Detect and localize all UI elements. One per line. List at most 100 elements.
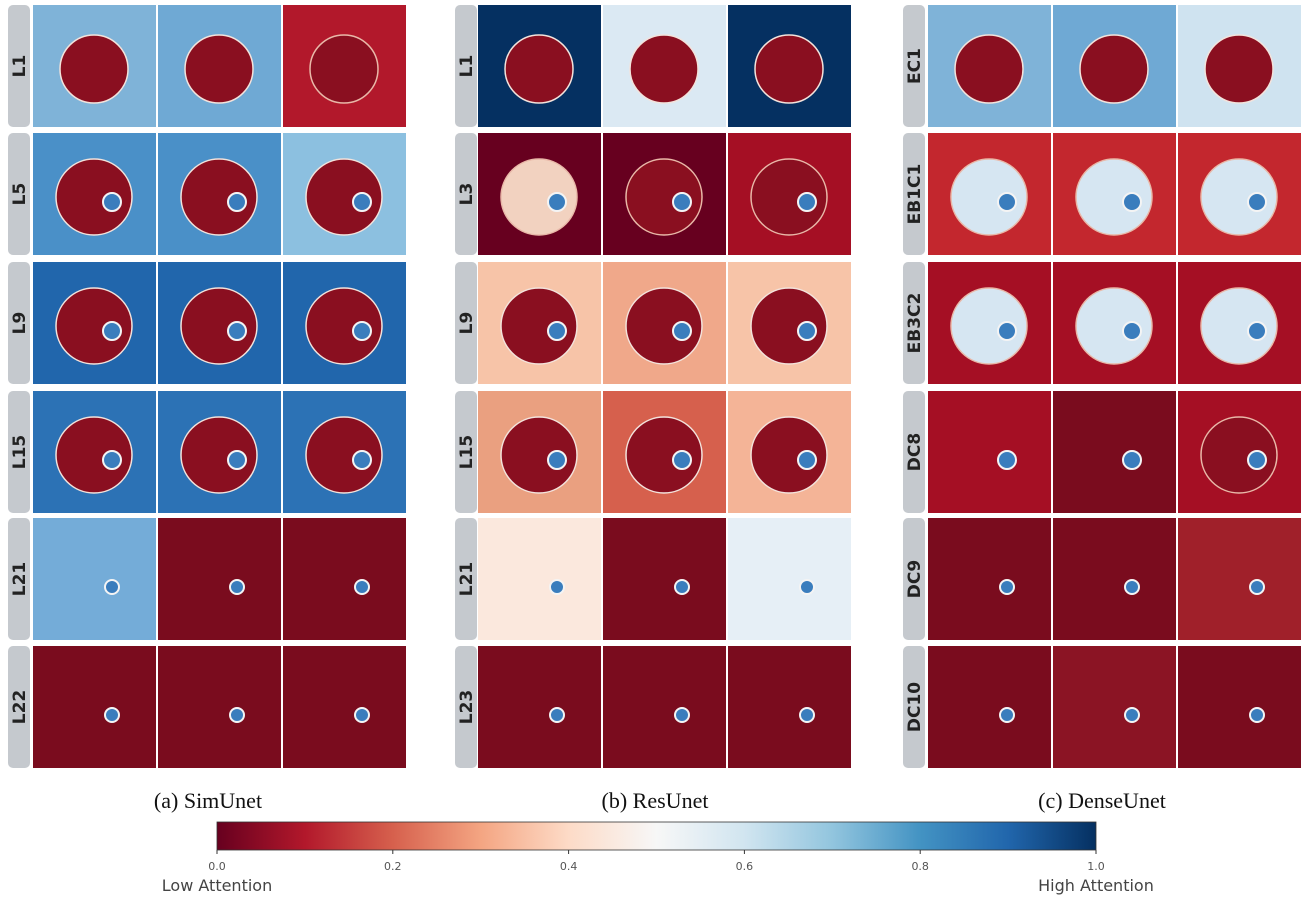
tumor bbox=[230, 580, 244, 594]
tumor bbox=[355, 708, 369, 722]
heatmap-cell bbox=[1053, 518, 1176, 640]
page: Low Attention High Attention (a) SimUnet… bbox=[0, 0, 1305, 903]
brain bbox=[505, 35, 573, 103]
heatmap-cell bbox=[603, 646, 726, 768]
heatmap-cell bbox=[1053, 646, 1176, 768]
row-label: L9 bbox=[457, 312, 477, 335]
tumor bbox=[103, 451, 121, 469]
tumor bbox=[673, 322, 691, 340]
heatmap-cell bbox=[728, 646, 851, 768]
tumor bbox=[228, 193, 246, 211]
tumor bbox=[1250, 580, 1264, 594]
tumor bbox=[1000, 708, 1014, 722]
brain bbox=[955, 35, 1023, 103]
tumor bbox=[548, 451, 566, 469]
heatmap-cell bbox=[603, 518, 726, 640]
tumor bbox=[353, 193, 371, 211]
tumor bbox=[353, 322, 371, 340]
tumor bbox=[798, 193, 816, 211]
tumor bbox=[1250, 708, 1264, 722]
tumor bbox=[998, 451, 1016, 469]
heatmap-cell bbox=[728, 518, 851, 640]
brain bbox=[755, 35, 823, 103]
panel-caption: (b) ResUnet bbox=[602, 788, 709, 813]
tumor bbox=[998, 193, 1016, 211]
row-label: L3 bbox=[457, 183, 477, 206]
heatmap-cell bbox=[1178, 646, 1301, 768]
row-label: L5 bbox=[10, 183, 30, 206]
row-label: EB3C2 bbox=[905, 293, 925, 354]
row-label: DC9 bbox=[905, 560, 925, 598]
colorbar-tick-label: 1.0 bbox=[1087, 860, 1105, 873]
colorbar-tick-label: 0.2 bbox=[384, 860, 402, 873]
heatmap-cell bbox=[33, 646, 156, 768]
tumor bbox=[1125, 580, 1139, 594]
tumor bbox=[230, 708, 244, 722]
tumor bbox=[998, 322, 1016, 340]
tumor bbox=[798, 451, 816, 469]
tumor bbox=[673, 451, 691, 469]
tumor bbox=[550, 580, 564, 594]
row-label: L22 bbox=[10, 690, 30, 725]
heatmap-cell bbox=[928, 391, 1051, 513]
tumor bbox=[228, 322, 246, 340]
tumor bbox=[1248, 451, 1266, 469]
figure: Low Attention High Attention (a) SimUnet… bbox=[0, 0, 1305, 903]
brain bbox=[185, 35, 253, 103]
tumor bbox=[103, 193, 121, 211]
heatmap-cell bbox=[928, 646, 1051, 768]
row-label: EC1 bbox=[905, 48, 925, 84]
tumor bbox=[1123, 451, 1141, 469]
row-label: DC10 bbox=[905, 682, 925, 732]
row-label: DC8 bbox=[905, 433, 925, 471]
tumor bbox=[105, 708, 119, 722]
tumor bbox=[675, 580, 689, 594]
brain bbox=[630, 35, 698, 103]
high-label: High Attention bbox=[1038, 876, 1154, 895]
heatmap-cell bbox=[158, 518, 281, 640]
tumor bbox=[1125, 708, 1139, 722]
brain bbox=[60, 35, 128, 103]
panel-caption: (c) DenseUnet bbox=[1038, 788, 1166, 813]
tumor bbox=[800, 580, 814, 594]
heatmap-cell bbox=[283, 518, 406, 640]
tumor bbox=[800, 708, 814, 722]
tumor bbox=[675, 708, 689, 722]
low-label: Low Attention bbox=[162, 876, 272, 895]
brain bbox=[1080, 35, 1148, 103]
heatmap-cell bbox=[158, 646, 281, 768]
row-label: L23 bbox=[457, 690, 477, 725]
heatmap-cell bbox=[33, 518, 156, 640]
row-label: L9 bbox=[10, 312, 30, 335]
row-label: L1 bbox=[10, 55, 30, 78]
tumor bbox=[548, 322, 566, 340]
row-label: EB1C1 bbox=[905, 164, 925, 225]
heatmap-cell bbox=[478, 646, 601, 768]
tumor bbox=[353, 451, 371, 469]
row-label: L1 bbox=[457, 55, 477, 78]
tumor bbox=[355, 580, 369, 594]
colorbar-tick-label: 0.0 bbox=[208, 860, 226, 873]
brain bbox=[310, 35, 378, 103]
tumor bbox=[548, 193, 566, 211]
heatmap-cell bbox=[1178, 518, 1301, 640]
row-label: L21 bbox=[10, 562, 30, 597]
heatmap-cell bbox=[283, 646, 406, 768]
panel-caption: (a) SimUnet bbox=[154, 788, 262, 813]
row-label: L15 bbox=[10, 435, 30, 470]
tumor bbox=[1123, 193, 1141, 211]
tumor bbox=[550, 708, 564, 722]
colorbar-tick-label: 0.6 bbox=[736, 860, 754, 873]
colorbar bbox=[217, 822, 1096, 850]
tumor bbox=[1123, 322, 1141, 340]
heatmap-cell bbox=[1053, 391, 1176, 513]
colorbar-tick-label: 0.8 bbox=[911, 860, 929, 873]
tumor bbox=[1248, 322, 1266, 340]
tumor bbox=[1000, 580, 1014, 594]
tumor bbox=[1248, 193, 1266, 211]
tumor bbox=[103, 322, 121, 340]
row-label: L15 bbox=[457, 435, 477, 470]
heatmap-cell bbox=[928, 518, 1051, 640]
tumor bbox=[798, 322, 816, 340]
brain bbox=[1205, 35, 1273, 103]
